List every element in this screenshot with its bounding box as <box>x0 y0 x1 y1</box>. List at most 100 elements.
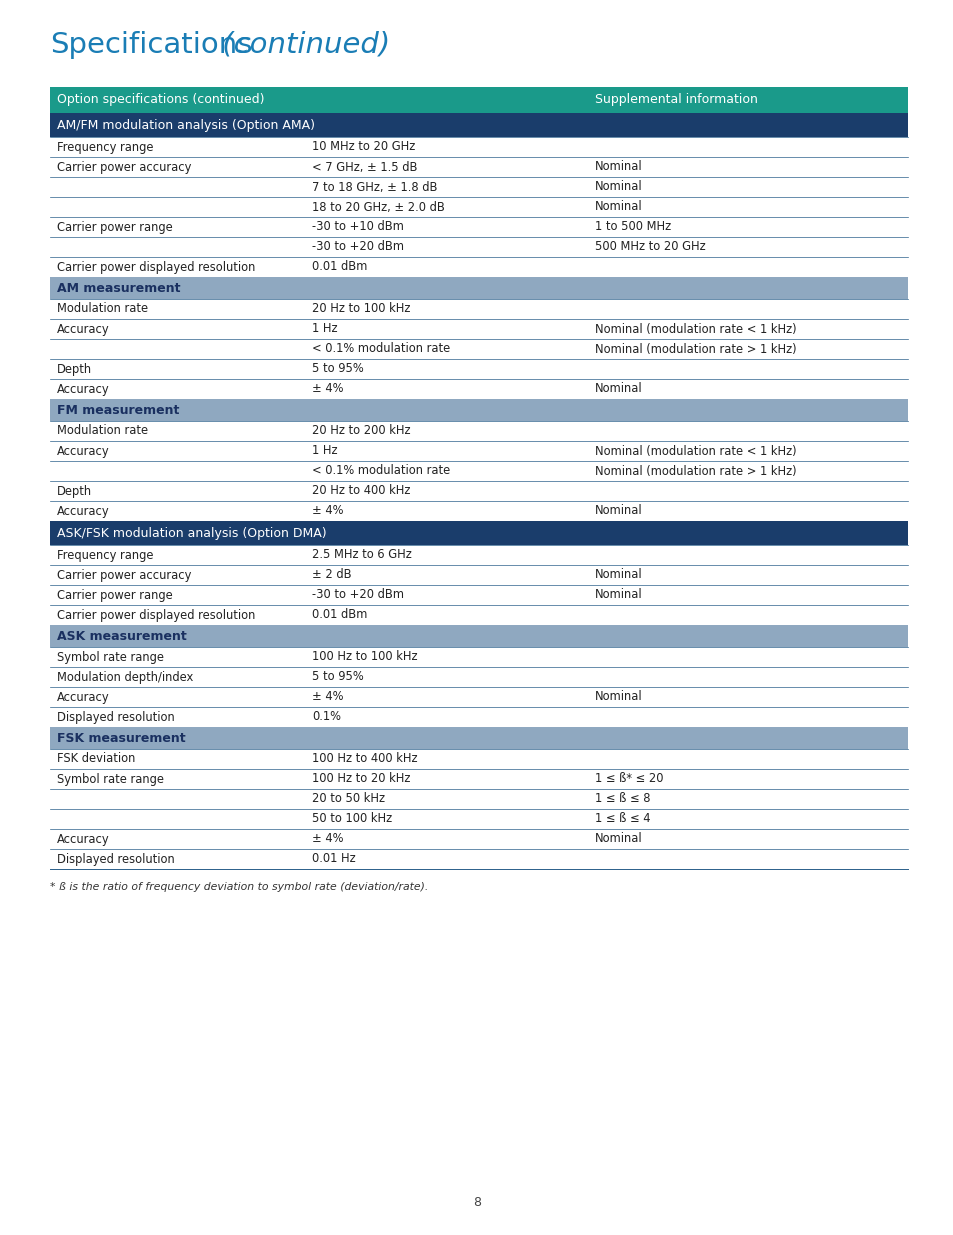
Text: 1 to 500 MHz: 1 to 500 MHz <box>595 221 670 233</box>
Text: FM measurement: FM measurement <box>57 404 179 416</box>
Text: Carrier power range: Carrier power range <box>57 589 172 601</box>
Text: Symbol rate range: Symbol rate range <box>57 773 164 785</box>
Text: Accuracy: Accuracy <box>57 832 110 846</box>
Text: 2.5 MHz to 6 GHz: 2.5 MHz to 6 GHz <box>312 548 412 562</box>
Text: 0.01 Hz: 0.01 Hz <box>312 852 355 866</box>
Bar <box>50 625 907 647</box>
Text: Nominal: Nominal <box>595 505 642 517</box>
Text: Accuracy: Accuracy <box>57 383 110 395</box>
Text: Frequency range: Frequency range <box>57 548 153 562</box>
Bar <box>50 480 907 501</box>
Bar <box>50 769 907 789</box>
Text: Accuracy: Accuracy <box>57 690 110 704</box>
Bar <box>50 829 907 848</box>
Text: 8: 8 <box>473 1197 480 1209</box>
Bar <box>50 338 907 359</box>
Text: Nominal: Nominal <box>595 589 642 601</box>
Bar <box>50 299 907 319</box>
Bar <box>50 521 907 545</box>
Text: Nominal: Nominal <box>595 180 642 194</box>
Bar <box>50 137 907 157</box>
Bar <box>50 157 907 177</box>
Text: Symbol rate range: Symbol rate range <box>57 651 164 663</box>
Text: 0.1%: 0.1% <box>312 710 340 724</box>
Text: -30 to +10 dBm: -30 to +10 dBm <box>312 221 403 233</box>
Text: * ß is the ratio of frequency deviation to symbol rate (deviation/rate).: * ß is the ratio of frequency deviation … <box>50 882 428 892</box>
Text: ASK measurement: ASK measurement <box>57 630 187 642</box>
Bar <box>50 277 907 299</box>
Text: Supplemental information: Supplemental information <box>595 94 757 106</box>
Bar <box>50 257 907 277</box>
Text: Nominal (modulation rate < 1 kHz): Nominal (modulation rate < 1 kHz) <box>595 322 796 336</box>
Text: 10 MHz to 20 GHz: 10 MHz to 20 GHz <box>312 141 415 153</box>
Text: AM/FM modulation analysis (Option AMA): AM/FM modulation analysis (Option AMA) <box>57 119 314 131</box>
Text: AM measurement: AM measurement <box>57 282 180 294</box>
Bar <box>50 789 907 809</box>
Bar <box>50 564 907 585</box>
Bar <box>50 399 907 421</box>
Bar <box>50 379 907 399</box>
Text: 7 to 18 GHz, ± 1.8 dB: 7 to 18 GHz, ± 1.8 dB <box>312 180 437 194</box>
Bar <box>50 112 907 137</box>
Text: Nominal (modulation rate > 1 kHz): Nominal (modulation rate > 1 kHz) <box>595 342 796 356</box>
Bar <box>50 359 907 379</box>
Text: 20 Hz to 400 kHz: 20 Hz to 400 kHz <box>312 484 410 498</box>
Bar <box>50 667 907 687</box>
Text: 20 Hz to 200 kHz: 20 Hz to 200 kHz <box>312 425 410 437</box>
Text: Option specifications (continued): Option specifications (continued) <box>57 94 264 106</box>
Text: -30 to +20 dBm: -30 to +20 dBm <box>312 241 403 253</box>
Text: ± 4%: ± 4% <box>312 383 343 395</box>
Text: Carrier power accuracy: Carrier power accuracy <box>57 161 192 173</box>
Bar <box>50 748 907 769</box>
Text: ± 4%: ± 4% <box>312 832 343 846</box>
Text: Modulation rate: Modulation rate <box>57 425 148 437</box>
Bar <box>50 605 907 625</box>
Bar <box>50 441 907 461</box>
Text: Nominal (modulation rate < 1 kHz): Nominal (modulation rate < 1 kHz) <box>595 445 796 457</box>
Bar <box>50 421 907 441</box>
Text: Carrier power range: Carrier power range <box>57 221 172 233</box>
Text: Carrier power accuracy: Carrier power accuracy <box>57 568 192 582</box>
Bar <box>50 198 907 217</box>
Text: 100 Hz to 400 kHz: 100 Hz to 400 kHz <box>312 752 417 766</box>
Text: Nominal: Nominal <box>595 200 642 214</box>
Bar <box>50 809 907 829</box>
Bar <box>50 848 907 869</box>
Bar <box>50 585 907 605</box>
Text: Accuracy: Accuracy <box>57 322 110 336</box>
Text: ± 2 dB: ± 2 dB <box>312 568 352 582</box>
Bar <box>50 687 907 706</box>
Text: 50 to 100 kHz: 50 to 100 kHz <box>312 813 392 825</box>
Text: Nominal: Nominal <box>595 568 642 582</box>
Bar <box>50 461 907 480</box>
Text: Modulation rate: Modulation rate <box>57 303 148 315</box>
Text: Nominal (modulation rate > 1 kHz): Nominal (modulation rate > 1 kHz) <box>595 464 796 478</box>
Text: 100 Hz to 20 kHz: 100 Hz to 20 kHz <box>312 773 410 785</box>
Text: FSK measurement: FSK measurement <box>57 731 186 745</box>
Text: < 7 GHz, ± 1.5 dB: < 7 GHz, ± 1.5 dB <box>312 161 417 173</box>
Bar <box>50 647 907 667</box>
Text: 20 to 50 kHz: 20 to 50 kHz <box>312 793 385 805</box>
Text: Specifications: Specifications <box>50 31 253 59</box>
Bar <box>50 706 907 727</box>
Text: < 0.1% modulation rate: < 0.1% modulation rate <box>312 342 450 356</box>
Text: 1 Hz: 1 Hz <box>312 322 337 336</box>
Text: Nominal: Nominal <box>595 161 642 173</box>
Text: 0.01 dBm: 0.01 dBm <box>312 261 367 273</box>
Text: Accuracy: Accuracy <box>57 505 110 517</box>
Text: ± 4%: ± 4% <box>312 505 343 517</box>
Text: Nominal: Nominal <box>595 383 642 395</box>
Text: ASK/FSK modulation analysis (Option DMA): ASK/FSK modulation analysis (Option DMA) <box>57 526 326 540</box>
Bar <box>50 86 907 112</box>
Text: 5 to 95%: 5 to 95% <box>312 363 363 375</box>
Text: 1 ≤ ß ≤ 4: 1 ≤ ß ≤ 4 <box>595 813 650 825</box>
Text: 1 ≤ ß ≤ 8: 1 ≤ ß ≤ 8 <box>595 793 650 805</box>
Text: Frequency range: Frequency range <box>57 141 153 153</box>
Bar <box>50 217 907 237</box>
Text: Accuracy: Accuracy <box>57 445 110 457</box>
Text: 500 MHz to 20 GHz: 500 MHz to 20 GHz <box>595 241 705 253</box>
Bar <box>50 319 907 338</box>
Bar <box>50 177 907 198</box>
Text: FSK deviation: FSK deviation <box>57 752 135 766</box>
Bar <box>50 545 907 564</box>
